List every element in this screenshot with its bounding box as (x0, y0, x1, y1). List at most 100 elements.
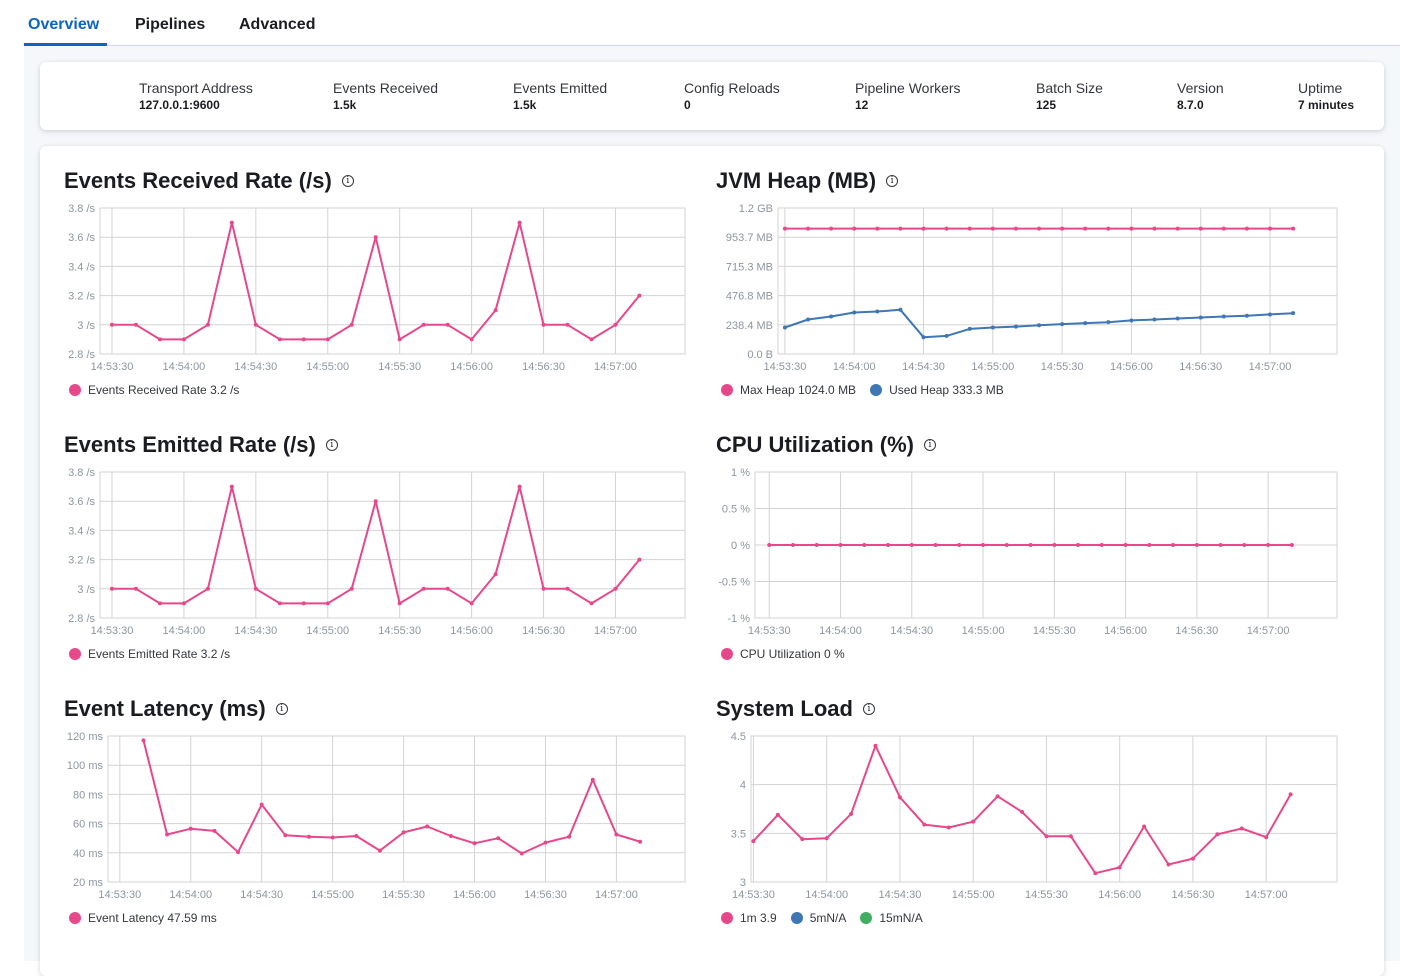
data-point[interactable] (1044, 834, 1049, 839)
tab-overview[interactable]: Overview (28, 16, 100, 33)
data-point[interactable] (590, 777, 595, 782)
data-point[interactable] (1099, 543, 1104, 547)
data-point[interactable] (1239, 826, 1244, 831)
data-point[interactable] (1166, 862, 1171, 867)
data-point[interactable] (401, 830, 406, 835)
data-point[interactable] (397, 337, 402, 342)
data-point[interactable] (944, 333, 949, 338)
data-point[interactable] (946, 825, 951, 830)
data-point[interactable] (1147, 543, 1152, 547)
data-point[interactable] (283, 833, 288, 838)
data-point[interactable] (157, 601, 162, 606)
data-point[interactable] (377, 848, 382, 853)
data-point[interactable] (301, 337, 306, 342)
data-point[interactable] (205, 586, 210, 591)
data-point[interactable] (1093, 871, 1098, 876)
info-icon[interactable]: i (325, 439, 338, 451)
data-point[interactable] (212, 828, 217, 833)
legend-item[interactable]: Event Latency 47.59 ms (69, 911, 217, 925)
data-point[interactable] (909, 543, 914, 547)
data-point[interactable] (1117, 865, 1122, 870)
data-point[interactable] (806, 226, 811, 231)
data-point[interactable] (829, 314, 834, 319)
data-point[interactable] (637, 557, 642, 562)
info-icon[interactable]: i (341, 175, 354, 187)
data-point[interactable] (188, 826, 193, 831)
data-point[interactable] (1083, 226, 1088, 231)
data-point[interactable] (330, 835, 335, 840)
data-point[interactable] (277, 601, 282, 606)
data-point[interactable] (852, 226, 857, 231)
data-point[interactable] (229, 220, 234, 225)
data-point[interactable] (886, 543, 891, 547)
data-point[interactable] (565, 586, 570, 591)
data-point[interactable] (472, 841, 477, 846)
data-point[interactable] (967, 326, 972, 331)
data-point[interactable] (1123, 543, 1128, 547)
data-point[interactable] (898, 226, 903, 231)
data-point[interactable] (1215, 832, 1220, 837)
data-point[interactable] (469, 601, 474, 606)
data-point[interactable] (1221, 314, 1226, 319)
data-point[interactable] (967, 226, 972, 231)
data-point[interactable] (229, 484, 234, 489)
info-icon[interactable]: i (924, 439, 936, 451)
data-point[interactable] (543, 840, 548, 845)
data-point[interactable] (1268, 226, 1273, 231)
data-point[interactable] (517, 484, 522, 489)
legend-item[interactable]: Events Received Rate 3.2 /s (69, 383, 239, 397)
data-point[interactable] (933, 543, 938, 547)
data-point[interactable] (1175, 316, 1180, 321)
data-point[interactable] (782, 226, 787, 231)
data-point[interactable] (133, 322, 138, 327)
legend-item[interactable]: Used Heap 333.3 MB (870, 383, 1004, 397)
data-point[interactable] (1152, 226, 1157, 231)
data-point[interactable] (995, 794, 1000, 799)
data-point[interactable] (1129, 226, 1134, 231)
data-point[interactable] (157, 337, 162, 342)
data-point[interactable] (277, 337, 282, 342)
data-point[interactable] (1106, 320, 1111, 325)
data-point[interactable] (1171, 543, 1176, 547)
data-point[interactable] (181, 337, 186, 342)
data-point[interactable] (751, 839, 756, 844)
data-point[interactable] (990, 226, 995, 231)
data-point[interactable] (565, 322, 570, 327)
data-point[interactable] (1244, 313, 1249, 318)
data-point[interactable] (493, 572, 498, 577)
data-point[interactable] (1052, 543, 1057, 547)
data-point[interactable] (1289, 543, 1294, 547)
data-point[interactable] (990, 325, 995, 330)
info-icon[interactable]: i (275, 703, 288, 715)
data-point[interactable] (1291, 311, 1296, 316)
data-point[interactable] (445, 586, 450, 591)
data-point[interactable] (259, 802, 264, 807)
data-point[interactable] (307, 834, 312, 839)
data-point[interactable] (1013, 324, 1018, 329)
data-point[interactable] (1129, 318, 1134, 323)
data-point[interactable] (109, 586, 114, 591)
data-point[interactable] (1076, 543, 1081, 547)
data-point[interactable] (541, 586, 546, 591)
data-point[interactable] (791, 543, 796, 547)
data-point[interactable] (1013, 226, 1018, 231)
data-point[interactable] (782, 325, 787, 330)
data-point[interactable] (849, 811, 854, 816)
data-point[interactable] (141, 738, 146, 743)
data-point[interactable] (1268, 312, 1273, 317)
data-point[interactable] (589, 601, 594, 606)
data-point[interactable] (852, 310, 857, 315)
data-point[interactable] (109, 322, 114, 327)
data-point[interactable] (897, 795, 902, 800)
data-point[interactable] (1060, 226, 1065, 231)
data-point[interactable] (567, 834, 572, 839)
data-point[interactable] (493, 308, 498, 313)
data-point[interactable] (1142, 824, 1147, 829)
data-point[interactable] (1028, 543, 1033, 547)
data-point[interactable] (421, 586, 426, 591)
data-point[interactable] (875, 309, 880, 314)
info-icon[interactable]: i (862, 703, 875, 715)
data-point[interactable] (1004, 543, 1009, 547)
data-point[interactable] (236, 850, 241, 855)
data-point[interactable] (1037, 226, 1042, 231)
